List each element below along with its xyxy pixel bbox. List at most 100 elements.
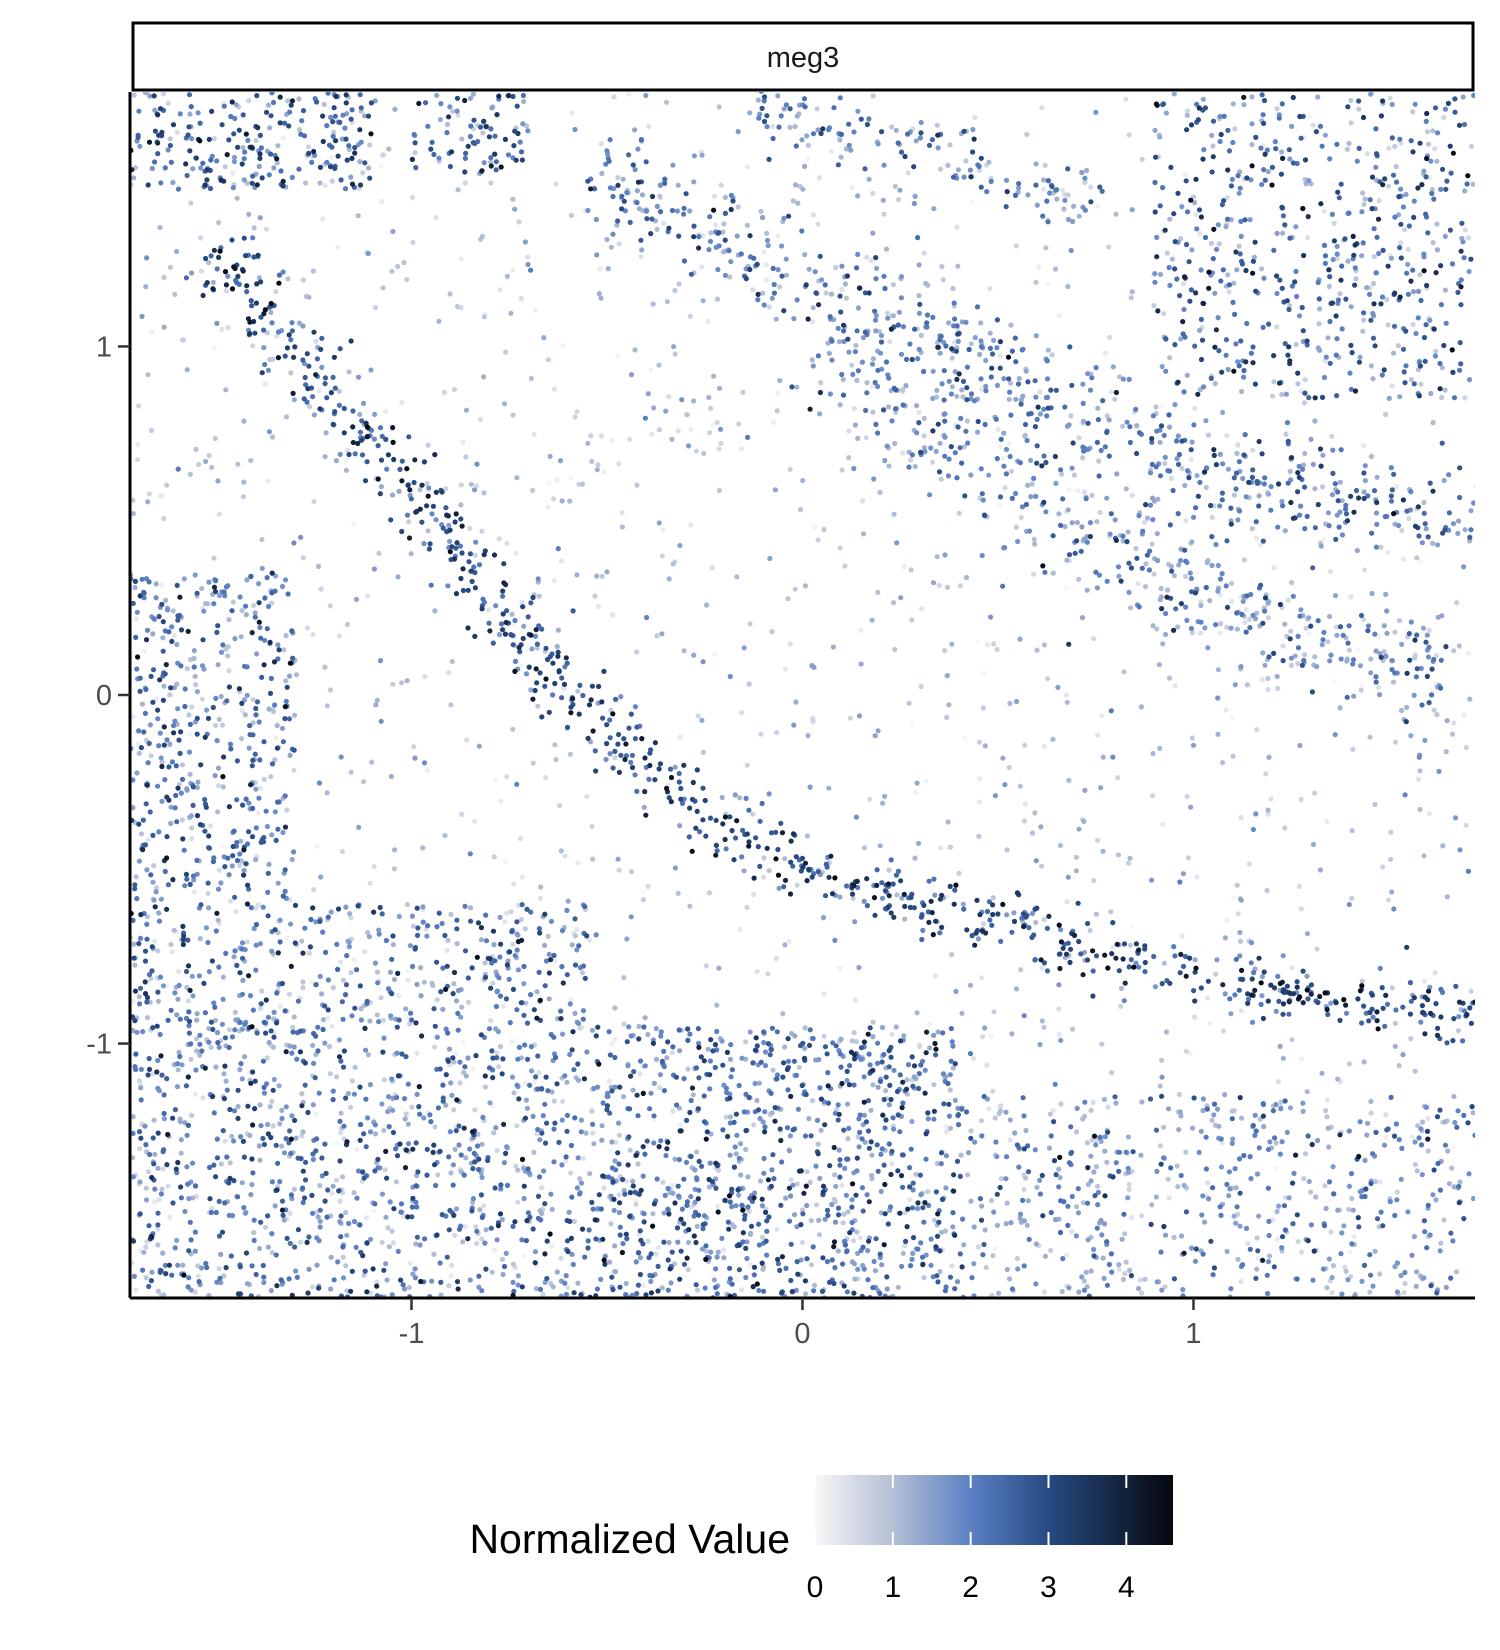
data-point xyxy=(197,1032,203,1038)
data-point xyxy=(607,751,613,757)
data-point xyxy=(521,1252,527,1258)
data-point xyxy=(988,1033,994,1039)
data-point xyxy=(811,1282,818,1288)
data-point xyxy=(1228,1011,1234,1017)
data-point xyxy=(718,440,724,446)
data-point xyxy=(396,488,402,494)
data-point xyxy=(778,113,784,119)
data-point xyxy=(896,197,902,203)
data-point xyxy=(451,981,457,987)
data-point xyxy=(1166,264,1172,271)
data-point xyxy=(486,1026,492,1032)
data-point xyxy=(237,862,243,869)
data-point xyxy=(505,958,511,964)
data-point xyxy=(270,1123,276,1129)
data-point xyxy=(509,611,515,617)
data-point xyxy=(832,937,838,944)
data-point xyxy=(1163,631,1169,638)
data-point xyxy=(855,193,861,199)
data-point xyxy=(566,1209,572,1215)
data-point xyxy=(394,1094,400,1101)
data-point xyxy=(1128,295,1134,301)
data-point xyxy=(1088,184,1094,190)
data-point xyxy=(1084,1284,1090,1290)
data-point xyxy=(1293,268,1299,274)
data-point xyxy=(800,186,806,192)
data-point xyxy=(594,252,600,258)
data-point xyxy=(367,142,373,148)
data-point xyxy=(572,933,579,939)
data-point xyxy=(744,904,750,910)
data-point xyxy=(268,1288,274,1294)
data-point xyxy=(825,1070,831,1076)
data-point xyxy=(1107,531,1113,537)
data-point xyxy=(266,706,272,712)
data-point xyxy=(1073,854,1079,860)
data-point xyxy=(199,585,205,592)
data-point xyxy=(643,208,650,214)
data-point xyxy=(942,453,948,459)
data-point xyxy=(288,1150,294,1157)
data-point xyxy=(489,1269,495,1275)
data-point xyxy=(1159,403,1165,409)
data-point xyxy=(795,200,801,206)
data-point xyxy=(759,1203,766,1209)
data-point xyxy=(1215,695,1221,701)
data-point xyxy=(1007,389,1013,395)
data-point xyxy=(672,764,678,770)
data-point xyxy=(983,388,989,394)
data-point xyxy=(424,933,430,939)
data-point xyxy=(432,1044,438,1050)
data-point xyxy=(719,1038,725,1044)
data-point xyxy=(175,1262,181,1268)
data-point xyxy=(1189,539,1195,545)
data-point xyxy=(446,1283,452,1289)
data-point xyxy=(921,1275,927,1281)
data-point xyxy=(1374,474,1380,480)
data-point xyxy=(1192,1258,1198,1264)
data-point xyxy=(987,330,993,336)
data-point xyxy=(1045,676,1051,682)
data-point xyxy=(841,1211,847,1217)
data-point xyxy=(1244,320,1250,327)
data-point xyxy=(633,1259,639,1265)
data-point xyxy=(688,1194,694,1200)
data-point xyxy=(342,186,349,192)
data-point xyxy=(1324,1114,1330,1120)
data-point xyxy=(1119,1236,1125,1242)
data-point xyxy=(990,895,996,901)
data-point xyxy=(142,92,148,96)
data-point xyxy=(206,969,212,975)
data-point xyxy=(559,498,565,504)
data-point xyxy=(1113,1160,1119,1166)
data-point xyxy=(1444,718,1450,724)
data-point xyxy=(996,1290,1002,1296)
data-point xyxy=(810,212,816,218)
data-point xyxy=(1321,629,1327,636)
data-point xyxy=(133,1066,139,1073)
data-point xyxy=(593,932,599,938)
data-point xyxy=(1033,919,1039,926)
data-point xyxy=(951,300,957,306)
data-point xyxy=(1284,1129,1290,1135)
data-point xyxy=(1243,1225,1250,1231)
data-point xyxy=(293,1268,299,1274)
data-point xyxy=(815,537,821,543)
data-point xyxy=(252,610,258,616)
data-point xyxy=(1369,590,1375,597)
data-point xyxy=(337,451,343,457)
data-point xyxy=(510,941,516,947)
data-point xyxy=(657,182,663,188)
data-point xyxy=(924,1189,931,1195)
data-point xyxy=(1125,1165,1131,1171)
data-point xyxy=(627,436,633,442)
data-point xyxy=(413,1241,419,1247)
data-point xyxy=(792,182,799,188)
data-point xyxy=(1394,1189,1400,1195)
data-point xyxy=(1046,1145,1053,1151)
data-point xyxy=(161,1292,167,1298)
data-point xyxy=(310,632,316,638)
data-point xyxy=(855,1250,861,1256)
data-point xyxy=(939,264,945,270)
data-point xyxy=(467,95,474,101)
